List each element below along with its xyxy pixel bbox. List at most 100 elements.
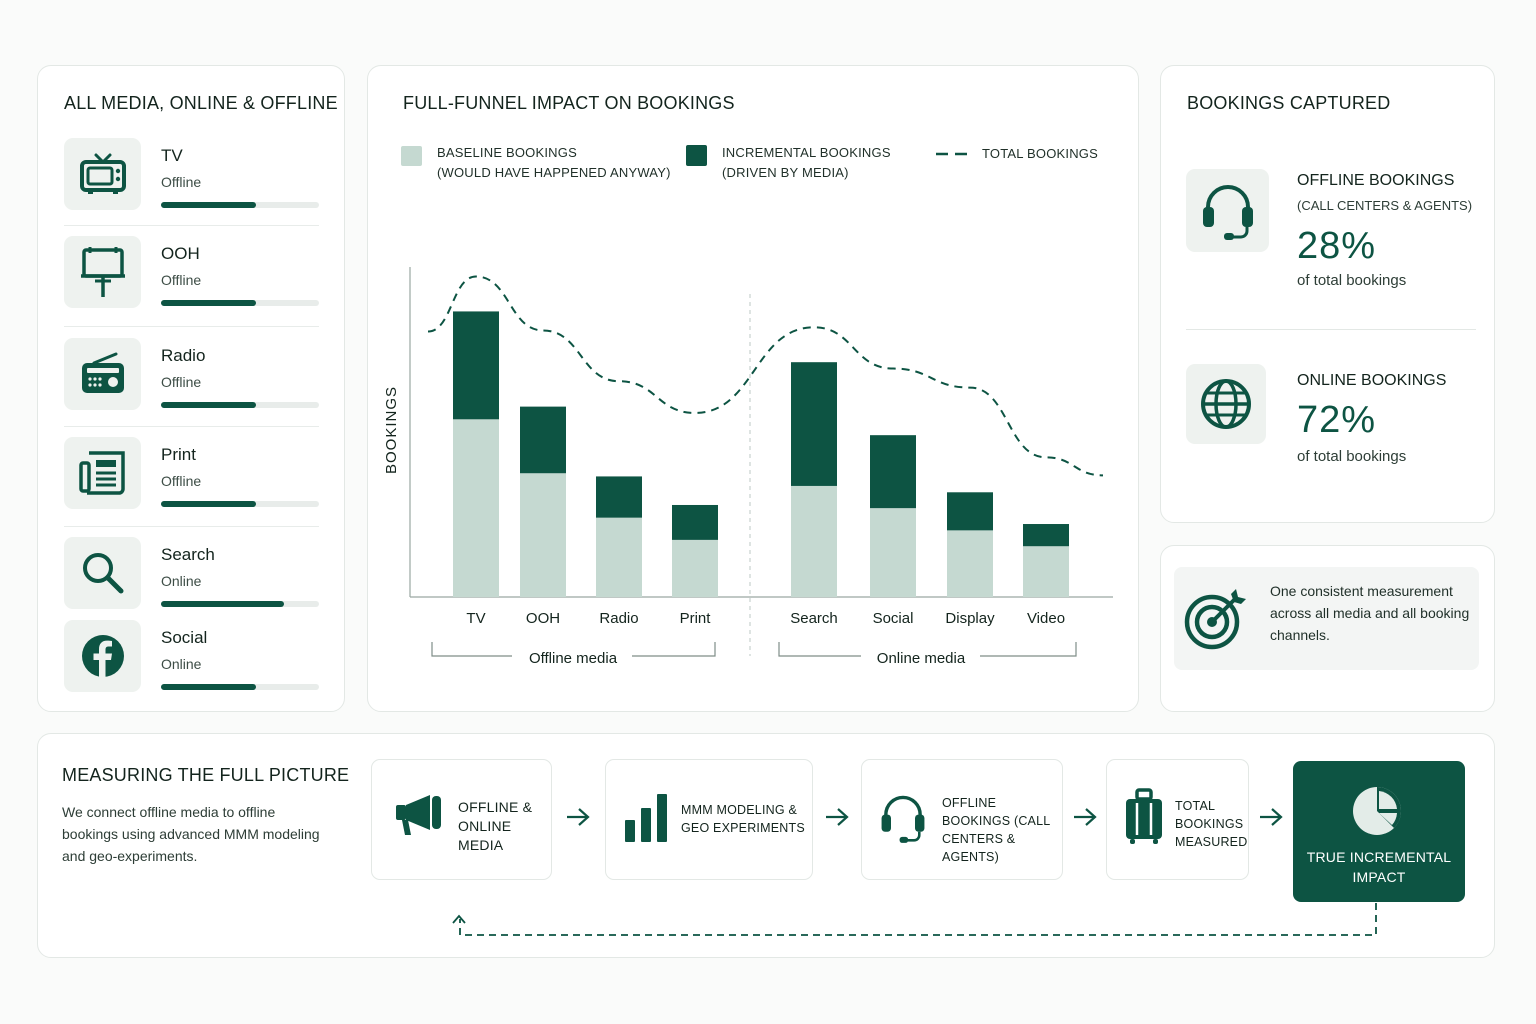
facebook-icon [64, 620, 141, 692]
y-axis-label: BOOKINGS [383, 386, 400, 474]
offline-bookings-label: OFFLINE BOOKINGS [1297, 172, 1455, 189]
bar-incremental-ooh [520, 406, 566, 474]
x-tick-label: Search [790, 610, 838, 627]
bookings-chart: BOOKINGS TV OOH Radio Print Search Social Disp… [383, 267, 1113, 667]
headset-icon [1186, 169, 1269, 252]
bar-baseline-radio [596, 517, 642, 597]
media-level-bar [161, 402, 319, 408]
newspaper-icon [64, 437, 141, 509]
bar-chart-icon [623, 792, 669, 844]
media-level-fill [161, 601, 285, 607]
divider [64, 225, 319, 226]
process-description: We connect offline media to offline book… [62, 804, 320, 864]
legend-total: TOTAL BOOKINGS [982, 146, 1098, 161]
bar-incremental-display [947, 492, 993, 531]
x-tick-label: Video [1027, 610, 1065, 627]
media-level-fill [161, 202, 256, 208]
media-panel-title: ALL MEDIA, ONLINE & OFFLINE [64, 93, 338, 113]
step-label: MMM MODELING & GEO EXPERIMENTS [681, 803, 805, 835]
legend-incremental-line2: (DRIVEN BY MEDIA) [722, 165, 849, 180]
media-name: Print [161, 445, 196, 464]
pie-chart-icon [1351, 785, 1403, 842]
media-panel: ALL MEDIA, ONLINE & OFFLINE TV Offline [37, 65, 345, 712]
x-tick-label: Display [945, 610, 995, 627]
divider [64, 526, 319, 527]
bar-incremental-radio [596, 476, 642, 518]
media-type: Offline [161, 473, 202, 489]
legend-swatch-incremental [686, 145, 707, 166]
media-level-bar [161, 300, 319, 306]
online-bookings-note: of total bookings [1297, 448, 1407, 465]
media-level-bar [161, 202, 319, 208]
suitcase-icon [1124, 788, 1164, 846]
tv-icon [64, 138, 141, 210]
bar-incremental-tv [453, 311, 499, 420]
step-label: TOTAL BOOKINGS MEASURED [1175, 799, 1248, 849]
media-name: TV [161, 146, 183, 165]
divider [64, 426, 319, 427]
arrow-right-icon [1260, 808, 1283, 826]
media-type: Offline [161, 174, 202, 190]
group-label-offline: Offline media [529, 650, 618, 667]
online-bracket [778, 642, 1077, 657]
radio-icon [64, 338, 141, 410]
x-tick-label: OOH [526, 610, 560, 627]
divider [1186, 329, 1476, 330]
media-level-fill [161, 684, 256, 690]
online-bookings-value: 72% [1297, 399, 1377, 441]
media-level-fill [161, 300, 256, 306]
bar-incremental-video [1023, 524, 1069, 547]
bar-baseline-search [791, 485, 837, 597]
true-impact-label: TRUE INCREMENTAL IMPACT [1306, 849, 1452, 885]
media-level-fill [161, 501, 256, 507]
legend-incremental-line1: INCREMENTAL BOOKINGS [722, 145, 891, 160]
bar-baseline-tv [453, 419, 499, 597]
offline-bookings-note: of total bookings [1297, 272, 1407, 289]
x-tick-label: Social [873, 610, 914, 627]
process-step-total-bookings: TOTAL BOOKINGS MEASURED [1106, 759, 1249, 880]
media-name: Social [161, 628, 208, 647]
process-step-media: OFFLINE & ONLINE MEDIA [371, 759, 552, 880]
offline-bracket [431, 642, 716, 657]
process-step-true-impact: TRUE INCREMENTAL IMPACT [1293, 761, 1465, 902]
legend-baseline-line1: BASELINE BOOKINGS [437, 145, 577, 160]
chart-panel: FULL-FUNNEL IMPACT ON BOOKINGS BASELINE … [367, 65, 1139, 712]
media-level-bar [161, 601, 319, 607]
step-label: OFFLINE BOOKINGS (CALL CENTERS & AGENTS) [942, 796, 1050, 864]
bar-incremental-social [870, 435, 916, 509]
media-type: Offline [161, 272, 202, 288]
feedback-loop-arrow [452, 903, 1377, 936]
online-bookings-label: ONLINE BOOKINGS [1297, 372, 1447, 389]
offline-bookings-value: 28% [1297, 225, 1377, 267]
consistency-panel: One consistent measurement across all me… [1160, 545, 1495, 712]
media-type: Online [161, 573, 202, 589]
bar-baseline-social [870, 508, 916, 597]
legend-incremental: INCREMENTAL BOOKINGS (DRIVEN BY MEDIA) [722, 143, 891, 183]
group-label-online: Online media [877, 650, 966, 667]
process-step-offline-bookings: OFFLINE BOOKINGS (CALL CENTERS & AGENTS) [861, 759, 1063, 880]
bar-incremental-search [791, 362, 837, 486]
headset-icon [879, 792, 927, 844]
bar-incremental-print [672, 504, 718, 540]
billboard-icon [64, 236, 141, 308]
legend-baseline-line2: (WOULD HAVE HAPPENED ANYWAY) [437, 165, 671, 180]
arrow-right-icon [826, 808, 849, 826]
process-panel: MEASURING THE FULL PICTURE We connect of… [37, 733, 1495, 958]
media-name: OOH [161, 244, 200, 263]
consistency-text: One consistent measurement across all me… [1270, 583, 1470, 643]
search-icon [64, 537, 141, 609]
bar-baseline-display [947, 530, 993, 597]
bar-baseline-print [672, 539, 718, 597]
media-type: Online [161, 656, 202, 672]
x-tick-label: TV [466, 610, 485, 627]
consistency-box: One consistent measurement across all me… [1174, 567, 1479, 670]
bar-baseline-video [1023, 546, 1069, 597]
legend-baseline: BASELINE BOOKINGS (WOULD HAVE HAPPENED A… [437, 143, 671, 183]
step-label: OFFLINE & ONLINE MEDIA [458, 799, 533, 853]
arrow-right-icon [567, 808, 590, 826]
media-type: Offline [161, 374, 202, 390]
arrow-right-icon [1074, 808, 1097, 826]
total-bookings-line [427, 275, 1104, 477]
chart-title: FULL-FUNNEL IMPACT ON BOOKINGS [403, 93, 735, 113]
offline-bookings-sub: (CALL CENTERS & AGENTS) [1297, 198, 1473, 213]
